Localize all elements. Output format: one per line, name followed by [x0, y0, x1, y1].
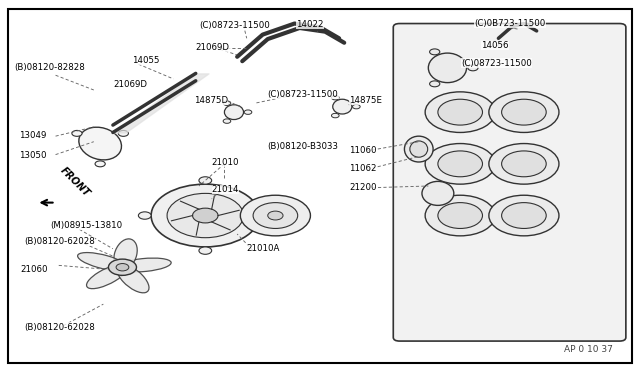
Circle shape	[199, 247, 212, 254]
Text: (B)08120-62028: (B)08120-62028	[24, 323, 95, 331]
FancyBboxPatch shape	[394, 23, 626, 341]
Circle shape	[429, 81, 440, 87]
Ellipse shape	[422, 182, 454, 205]
Text: AP 0 10 37: AP 0 10 37	[564, 345, 613, 354]
Ellipse shape	[333, 99, 352, 114]
Ellipse shape	[117, 264, 149, 293]
Circle shape	[108, 259, 136, 275]
Text: 11060: 11060	[349, 146, 377, 155]
Text: 14875E: 14875E	[349, 96, 381, 105]
Circle shape	[259, 212, 272, 219]
Text: (B)08120-B3033: (B)08120-B3033	[267, 142, 338, 151]
Ellipse shape	[118, 258, 171, 272]
Ellipse shape	[79, 127, 122, 160]
Circle shape	[332, 113, 339, 118]
Circle shape	[489, 144, 559, 184]
Text: 21060: 21060	[20, 264, 48, 273]
Circle shape	[118, 131, 129, 137]
Text: FRONT: FRONT	[59, 166, 92, 199]
Circle shape	[429, 49, 440, 55]
Circle shape	[72, 131, 82, 137]
Text: (M)08915-13810: (M)08915-13810	[51, 221, 123, 230]
Circle shape	[425, 195, 495, 236]
Circle shape	[353, 105, 360, 109]
Text: 21014: 21014	[212, 185, 239, 194]
Circle shape	[223, 119, 231, 124]
Ellipse shape	[225, 105, 244, 119]
Ellipse shape	[86, 264, 127, 289]
Text: 14875D: 14875D	[194, 96, 228, 105]
Ellipse shape	[410, 141, 428, 157]
Circle shape	[223, 101, 231, 105]
Text: (C)08723-11500: (C)08723-11500	[268, 90, 339, 99]
Text: (B)08120-62028: (B)08120-62028	[24, 237, 95, 246]
Text: 21010A: 21010A	[246, 244, 280, 253]
Ellipse shape	[77, 253, 127, 270]
Circle shape	[193, 208, 218, 223]
Text: 13049: 13049	[19, 131, 47, 140]
Circle shape	[95, 161, 105, 167]
Circle shape	[138, 212, 151, 219]
Circle shape	[116, 263, 129, 271]
Text: (B)08120-82828: (B)08120-82828	[14, 63, 85, 72]
Circle shape	[199, 177, 212, 184]
Circle shape	[253, 203, 298, 228]
Circle shape	[438, 99, 483, 125]
Text: (C)0B723-11500: (C)0B723-11500	[474, 19, 545, 28]
Circle shape	[425, 144, 495, 184]
Circle shape	[151, 184, 259, 247]
Circle shape	[502, 203, 546, 228]
Circle shape	[167, 193, 244, 238]
Text: (C)08723-11500: (C)08723-11500	[461, 58, 532, 68]
Text: 21069D: 21069D	[113, 80, 147, 89]
Circle shape	[489, 92, 559, 132]
Circle shape	[502, 151, 546, 177]
Circle shape	[332, 96, 339, 100]
Circle shape	[468, 65, 478, 71]
Circle shape	[502, 99, 546, 125]
Ellipse shape	[114, 239, 137, 270]
Text: 21200: 21200	[349, 183, 377, 192]
Circle shape	[438, 203, 483, 228]
Text: (C)08723-11500: (C)08723-11500	[199, 21, 269, 30]
Circle shape	[244, 110, 252, 114]
Text: 11062: 11062	[349, 164, 377, 173]
Ellipse shape	[404, 136, 433, 162]
Circle shape	[425, 92, 495, 132]
Text: 21010: 21010	[212, 157, 239, 167]
Circle shape	[438, 151, 483, 177]
Ellipse shape	[428, 53, 467, 83]
Text: 14056: 14056	[481, 41, 509, 50]
Circle shape	[241, 195, 310, 236]
Circle shape	[268, 211, 283, 220]
Circle shape	[489, 195, 559, 236]
Text: 21069D: 21069D	[196, 43, 230, 52]
Text: 14055: 14055	[132, 56, 159, 65]
Text: 14022: 14022	[296, 20, 324, 29]
Text: 13050: 13050	[19, 151, 47, 160]
